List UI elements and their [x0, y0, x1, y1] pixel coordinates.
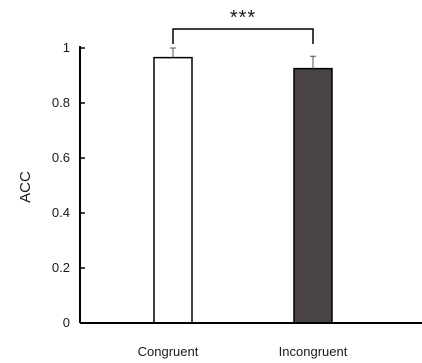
- y-tick-label: 0.8: [52, 95, 70, 110]
- y-axis-ticks: 0 0.2 0.4 0.6 0.8 1: [52, 40, 85, 330]
- y-tick-label: 0.6: [52, 150, 70, 165]
- significance-bracket: ***: [172, 7, 314, 44]
- y-axis-title: ACC: [17, 171, 34, 203]
- bar-congruent: [153, 56, 193, 324]
- significance-bracket-line: [172, 28, 314, 44]
- y-tick-label: 0.4: [52, 205, 70, 220]
- bars: [153, 56, 333, 324]
- significance-label: ***: [230, 7, 256, 29]
- category-label: Incongruent: [279, 344, 348, 359]
- error-bars: [170, 47, 316, 69]
- category-label: Congruent: [138, 344, 199, 359]
- category-labels: Congruent Incongruent: [138, 344, 348, 359]
- bar-incongruent: [293, 67, 333, 324]
- y-tick-label: 0: [63, 315, 70, 330]
- y-tick-label: 0.2: [52, 260, 70, 275]
- y-tick-label: 1: [63, 40, 70, 55]
